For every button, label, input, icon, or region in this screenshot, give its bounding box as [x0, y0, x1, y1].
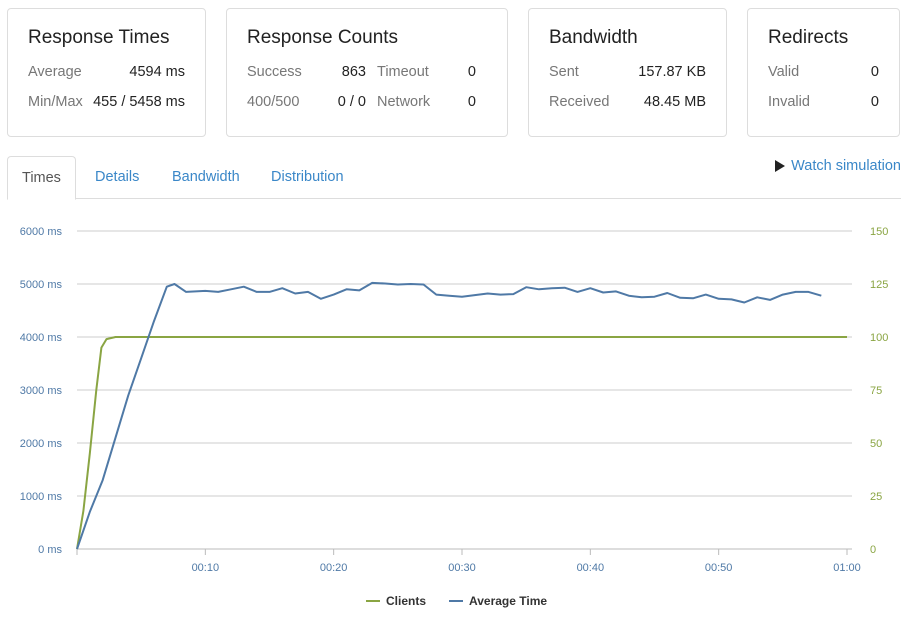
y-left-tick-label: 5000 ms [20, 279, 63, 291]
y-left-tick-label: 2000 ms [20, 438, 63, 450]
watch-simulation-link[interactable]: Watch simulation [775, 158, 901, 174]
success-label: Success [247, 64, 302, 80]
y-right-tick-label: 50 [870, 438, 882, 450]
x-tick-label: 00:20 [320, 562, 348, 574]
y-left-tick-label: 1000 ms [20, 491, 63, 503]
y-left-tick-label: 3000 ms [20, 385, 63, 397]
invalid-value: 0 [870, 94, 879, 110]
sent-label: Sent [549, 64, 579, 80]
average-value: 4594 ms [129, 64, 185, 80]
tab-times[interactable]: Times [7, 156, 76, 200]
valid-label: Valid [768, 64, 800, 80]
x-tick-label: 00:10 [192, 562, 220, 574]
network-label: Network [377, 94, 431, 110]
minmax-label: Min/Max [28, 94, 83, 110]
redirects-card: Redirects Valid 0 Invalid 0 [747, 8, 900, 137]
card-title: Response Times [28, 27, 170, 48]
timeout-label: Timeout [377, 64, 429, 80]
y-right-tick-label: 0 [870, 544, 876, 556]
sent-value: 157.87 KB [638, 64, 706, 80]
valid-value: 0 [870, 64, 879, 80]
y-right-tick-label: 100 [870, 332, 888, 344]
card-title: Response Counts [247, 27, 399, 48]
watch-simulation-label: Watch simulation [791, 158, 901, 174]
x-tick-label: 00:30 [448, 562, 476, 574]
error-value: 0 / 0 [337, 94, 366, 110]
y-right-tick-label: 25 [870, 491, 882, 503]
average-label: Average [28, 64, 82, 80]
received-label: Received [549, 94, 610, 110]
legend-label-average-time: Average Time [469, 594, 547, 608]
x-tick-label: 01:00 [833, 562, 861, 574]
x-tick-label: 00:50 [705, 562, 733, 574]
response-times-card: Response Times Average 4594 ms Min/Max 4… [7, 8, 206, 137]
times-chart: 0 ms 0 1000 ms 25 2000 ms 50 3000 ms 75 4000 ms 1… [20, 226, 889, 608]
legend-label-clients: Clients [386, 594, 426, 608]
y-right-tick-label: 125 [870, 279, 888, 291]
clients-series-line [76, 336, 847, 550]
y-right-tick-label: 75 [870, 385, 882, 397]
x-tick-label: 00:40 [577, 562, 605, 574]
invalid-label: Invalid [768, 94, 810, 110]
minmax-value: 455 / 5458 ms [93, 94, 185, 110]
success-value: 863 [341, 64, 366, 80]
y-left-tick-label: 6000 ms [20, 226, 63, 238]
card-title: Redirects [768, 27, 849, 48]
y-left-tick-label: 0 ms [38, 544, 62, 556]
tab-bar: Times Details Bandwidth Distribution [7, 156, 901, 200]
card-title: Bandwidth [549, 27, 638, 48]
tab-details[interactable]: Details [95, 169, 140, 185]
timeout-value: 0 [467, 64, 476, 80]
error-label: 400/500 [247, 94, 300, 110]
average-time-series-line [76, 281, 822, 550]
play-icon [775, 160, 786, 172]
y-right-tick-label: 150 [870, 226, 888, 238]
response-counts-card: Response Counts Success 863 Timeout 0 40… [226, 8, 508, 137]
received-value: 48.45 MB [643, 94, 706, 110]
network-value: 0 [467, 94, 476, 110]
y-left-tick-label: 4000 ms [20, 332, 63, 344]
tab-bandwidth[interactable]: Bandwidth [172, 169, 240, 185]
tab-distribution[interactable]: Distribution [271, 169, 344, 185]
bandwidth-card: Bandwidth Sent 157.87 KB Received 48.45 … [528, 8, 727, 137]
